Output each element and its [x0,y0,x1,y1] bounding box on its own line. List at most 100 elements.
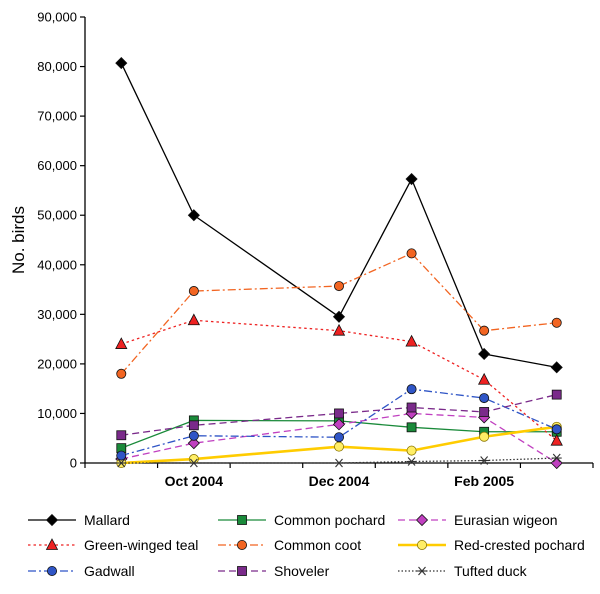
data-point [237,515,247,525]
series-line [120,62,557,368]
data-point [116,430,127,441]
legend-item: Gadwall [28,563,135,579]
data-point [332,323,346,336]
y-tick-label: 60,000 [37,158,77,173]
legend-label: Mallard [84,512,130,528]
data-point [405,172,418,186]
data-point [406,248,417,259]
data-point [406,445,417,456]
data-point [116,450,127,461]
axes: 0 10,000 20,000 30,000 40,000 50,000 60,000 70,… [9,10,594,489]
data-point [188,430,199,441]
legend-label: Red-crested pochard [454,537,585,553]
y-tick-label: 80,000 [37,59,77,74]
series-line [121,393,557,436]
data-point [45,513,59,527]
data-point [550,361,563,374]
legend-item: Mallard [28,512,130,528]
data-point [332,418,346,431]
data-point [334,458,344,468]
legend: Mallard Common pochard Eurasian wigeon Gree… [28,512,585,579]
data-point [332,310,346,323]
legend-label: Shoveler [274,563,330,579]
data-point [479,325,490,336]
y-tick-label: 70,000 [37,109,77,124]
data-point [237,566,247,576]
series-gadwall [116,384,562,461]
data-point [115,57,128,70]
x-tick-label: Oct 2004 [165,473,224,489]
data-point [188,458,199,468]
series-line [121,419,557,449]
series-line [121,412,558,464]
data-point [551,424,562,435]
series-line [121,425,557,465]
data-point [551,453,562,463]
data-point [115,337,128,349]
y-tick-label: 0 [70,456,77,471]
y-axis-label: No. birds [9,206,28,274]
data-point [479,407,490,417]
data-point [415,513,429,527]
data-point [188,420,199,431]
data-point [478,347,491,361]
data-point [406,422,417,433]
data-point [405,334,418,347]
data-point [406,402,417,413]
data-point [116,458,127,468]
data-point [479,431,490,442]
series-tufted-duck [116,453,562,468]
series-green-winged-teal [115,313,563,446]
legend-item: Red-crested pochard [398,537,585,553]
data-point [406,384,417,395]
data-point [47,566,58,577]
legend-item: Green-winged teal [28,537,198,553]
data-point [334,408,344,419]
legend-item: Common pochard [218,512,385,528]
series-line [121,388,557,457]
series-line [120,252,557,375]
data-point [479,456,490,465]
data-point [550,433,563,446]
x-tick-label: Dec 2004 [309,473,370,489]
legend-label: Green-winged teal [84,537,198,553]
data-point [333,281,344,292]
data-point [416,540,427,551]
legend-label: Gadwall [84,563,135,579]
legend-label: Common pochard [274,512,385,528]
data-point [417,566,427,576]
series-shoveler [116,389,562,441]
legend-label: Eurasian wigeon [454,512,558,528]
y-tick-label: 40,000 [37,257,77,272]
y-tick-label: 90,000 [37,10,77,25]
y-tick-label: 50,000 [37,208,77,223]
series-line [121,319,558,442]
legend-item: Common coot [218,537,361,553]
y-tick-label: 20,000 [37,356,77,371]
series-common-coot [116,248,562,379]
data-point [45,538,59,550]
series-layer [115,57,563,470]
y-tick-label: 30,000 [37,307,77,322]
data-point [187,437,200,450]
legend-label: Tufted duck [454,563,528,579]
data-point [333,441,344,452]
data-point [406,457,417,466]
legend-item: Shoveler [218,563,330,579]
data-point [188,286,199,297]
data-point [187,209,200,222]
legend-item: Tufted duck [398,563,528,579]
data-point [550,456,563,470]
legend-label: Common coot [274,537,361,553]
data-point [551,317,562,328]
data-point [187,313,201,326]
x-tick-label: Feb 2005 [454,473,514,489]
series-mallard [115,57,563,374]
data-point [116,368,127,379]
data-point [333,432,344,443]
series-line [121,457,557,464]
legend-item: Eurasian wigeon [398,512,558,528]
y-tick-label: 10,000 [37,406,77,421]
data-point [477,372,491,385]
